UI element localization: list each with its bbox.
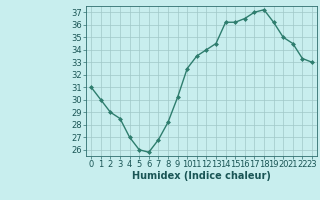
X-axis label: Humidex (Indice chaleur): Humidex (Indice chaleur) [132, 171, 271, 181]
